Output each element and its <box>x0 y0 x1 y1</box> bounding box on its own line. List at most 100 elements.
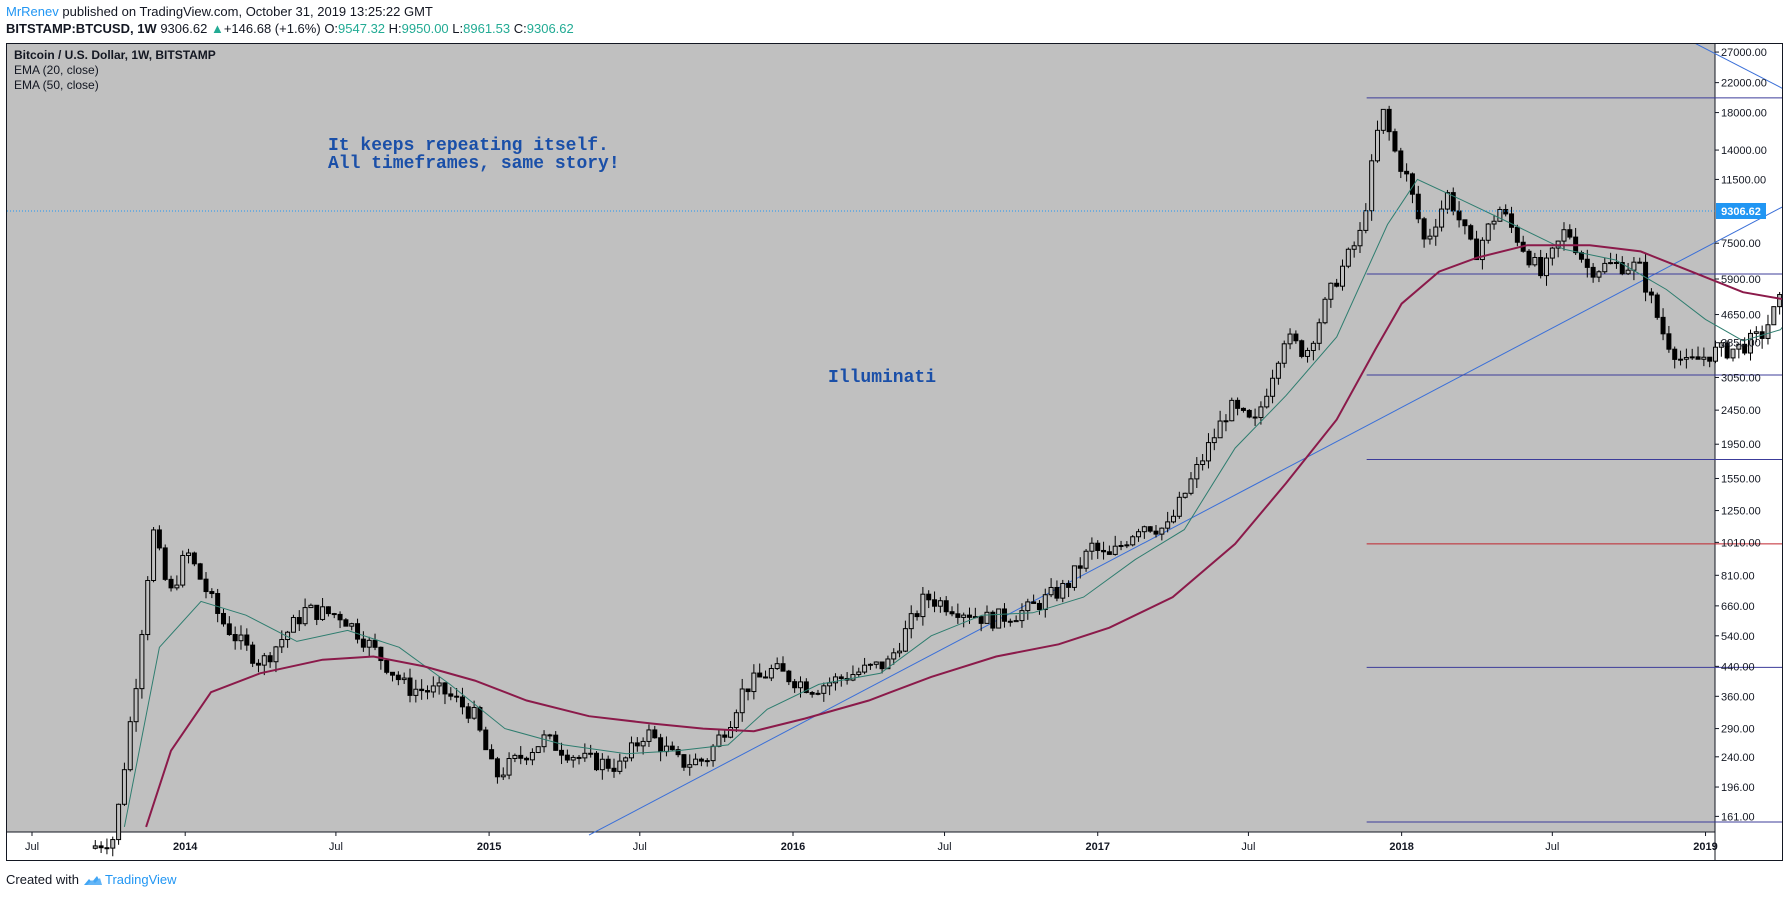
candle-body <box>232 634 238 642</box>
close-value: 9306.62 <box>526 21 574 36</box>
candle-body <box>599 758 605 771</box>
trendlines[interactable] <box>588 44 1782 836</box>
legend-ema20[interactable]: EMA (20, close) <box>14 63 99 77</box>
candle-body <box>1182 492 1188 498</box>
price-tick-label: 27000.00 <box>1721 47 1767 59</box>
candle-body <box>1106 551 1112 555</box>
candle-body <box>774 663 780 670</box>
candle-body <box>1165 521 1171 529</box>
price-tick-label: 1950.00 <box>1721 439 1761 451</box>
candle-body <box>1019 610 1025 622</box>
candle-body <box>1427 235 1433 240</box>
chart-frame[interactable]: 0(19859.44)0.236(19827.99)0.382(19808.52… <box>6 43 1783 861</box>
author-name[interactable]: MrRenev <box>6 4 59 19</box>
fib-retracements[interactable]: 0(19859.44)0.236(19827.99)0.382(19808.52… <box>1366 93 1782 829</box>
candle-body <box>384 660 390 673</box>
candle-body <box>1322 298 1328 324</box>
candle-body <box>1485 223 1491 241</box>
candle-body <box>1619 261 1625 275</box>
annotation-repeat-line1[interactable]: It keeps repeating itself. <box>328 136 609 156</box>
candle-body <box>1258 406 1264 419</box>
candle-body <box>926 593 932 601</box>
candle-body <box>1590 266 1596 278</box>
candle-body <box>1060 582 1066 599</box>
candle-body <box>867 663 873 666</box>
price-tick-label: 18000.00 <box>1721 108 1767 120</box>
candle-body <box>797 681 803 689</box>
candle-body <box>1316 322 1322 344</box>
time-axis-background <box>7 832 1715 860</box>
annotation-repeat-line2[interactable]: All timeframes, same story! <box>328 154 620 174</box>
candle-body <box>1654 294 1660 318</box>
ema50-line[interactable] <box>145 230 1782 828</box>
candle-body <box>605 758 611 769</box>
price-tick-label: 5900.00 <box>1721 274 1761 286</box>
rising-trendline[interactable] <box>588 44 1782 836</box>
candle-body <box>704 760 710 763</box>
tradingview-link[interactable]: TradingView <box>83 872 177 887</box>
price-tick-label: 440.00 <box>1721 661 1755 673</box>
candle-body <box>436 682 442 687</box>
candle-body <box>943 600 949 613</box>
legend-ema50[interactable]: EMA (50, close) <box>14 78 99 92</box>
price-tick-label: 3850.00 <box>1721 338 1761 350</box>
candle-body <box>1660 316 1666 335</box>
price-tick-label: 7500.00 <box>1721 238 1761 250</box>
candle-body <box>121 769 127 805</box>
candle-body <box>1695 356 1701 360</box>
price-axis[interactable]: 27000.00 22000.00 18000.00 14000.00 11500.00… <box>1715 47 1767 823</box>
time-tick-label: Jul <box>1241 841 1255 853</box>
high-value: 9950.00 <box>401 21 449 36</box>
candle-body <box>1130 536 1136 546</box>
time-axis[interactable]: Jul 2014 Jul 2015 Jul 2016 Jul 2017 Jul 2018 Jul 20… <box>25 832 1782 853</box>
candle-body <box>1742 343 1748 354</box>
candle-body <box>1112 545 1118 555</box>
price-tick-label: 540.00 <box>1721 631 1755 643</box>
candle-body <box>145 579 151 636</box>
candle-body <box>1456 210 1462 221</box>
candle-body <box>564 754 570 761</box>
price-chart[interactable]: 0(19859.44)0.236(19827.99)0.382(19808.52… <box>7 44 1782 860</box>
candle-body <box>1054 586 1060 599</box>
time-tick-label: Jul <box>329 841 343 853</box>
candle-body <box>1380 108 1386 131</box>
published-text: published on TradingView.com, October 31… <box>62 4 433 19</box>
low-label: L: <box>452 21 464 36</box>
price-tick-label: 22000.00 <box>1721 78 1767 90</box>
candle-body <box>1095 542 1101 551</box>
ema20-line[interactable] <box>123 178 1782 827</box>
candle-body <box>1433 226 1439 237</box>
candle-body <box>1334 282 1340 287</box>
legend-title: Bitcoin / U.S. Dollar, 1W, BITSTAMP <box>14 48 216 62</box>
candle-body <box>669 745 675 751</box>
candle-body <box>424 690 430 693</box>
annotation-illuminati[interactable]: Illuminati <box>828 368 936 388</box>
candle-body <box>1200 460 1206 466</box>
candle-body <box>261 655 267 666</box>
price-tick-label: 240.00 <box>1721 752 1755 764</box>
candle-body <box>494 758 500 778</box>
candle-body <box>1724 342 1730 359</box>
candle-body <box>197 563 203 580</box>
candle-body <box>238 634 244 642</box>
candle-body <box>320 606 326 620</box>
candle-body <box>1404 170 1410 175</box>
candle-body <box>1765 324 1771 339</box>
candle-body <box>512 754 518 760</box>
candle-body <box>949 611 955 615</box>
last-price: 9306.62 <box>160 21 208 36</box>
candle-body <box>529 751 535 761</box>
candle-body <box>1491 220 1497 225</box>
candle-body <box>290 617 296 633</box>
candle-body <box>803 681 809 694</box>
time-tick-label: 2014 <box>173 841 198 853</box>
candle-body <box>325 606 331 615</box>
candle-body <box>331 613 337 616</box>
candle-body <box>1479 239 1485 261</box>
fib-large[interactable]: 0(19859.44)0.236(19827.99)0.382(19808.52… <box>1366 93 1782 829</box>
candle-body <box>1474 238 1480 261</box>
candle-body <box>442 682 448 695</box>
candle-body <box>1083 550 1089 569</box>
low-value: 8961.53 <box>463 21 511 36</box>
candle-body <box>127 721 133 771</box>
